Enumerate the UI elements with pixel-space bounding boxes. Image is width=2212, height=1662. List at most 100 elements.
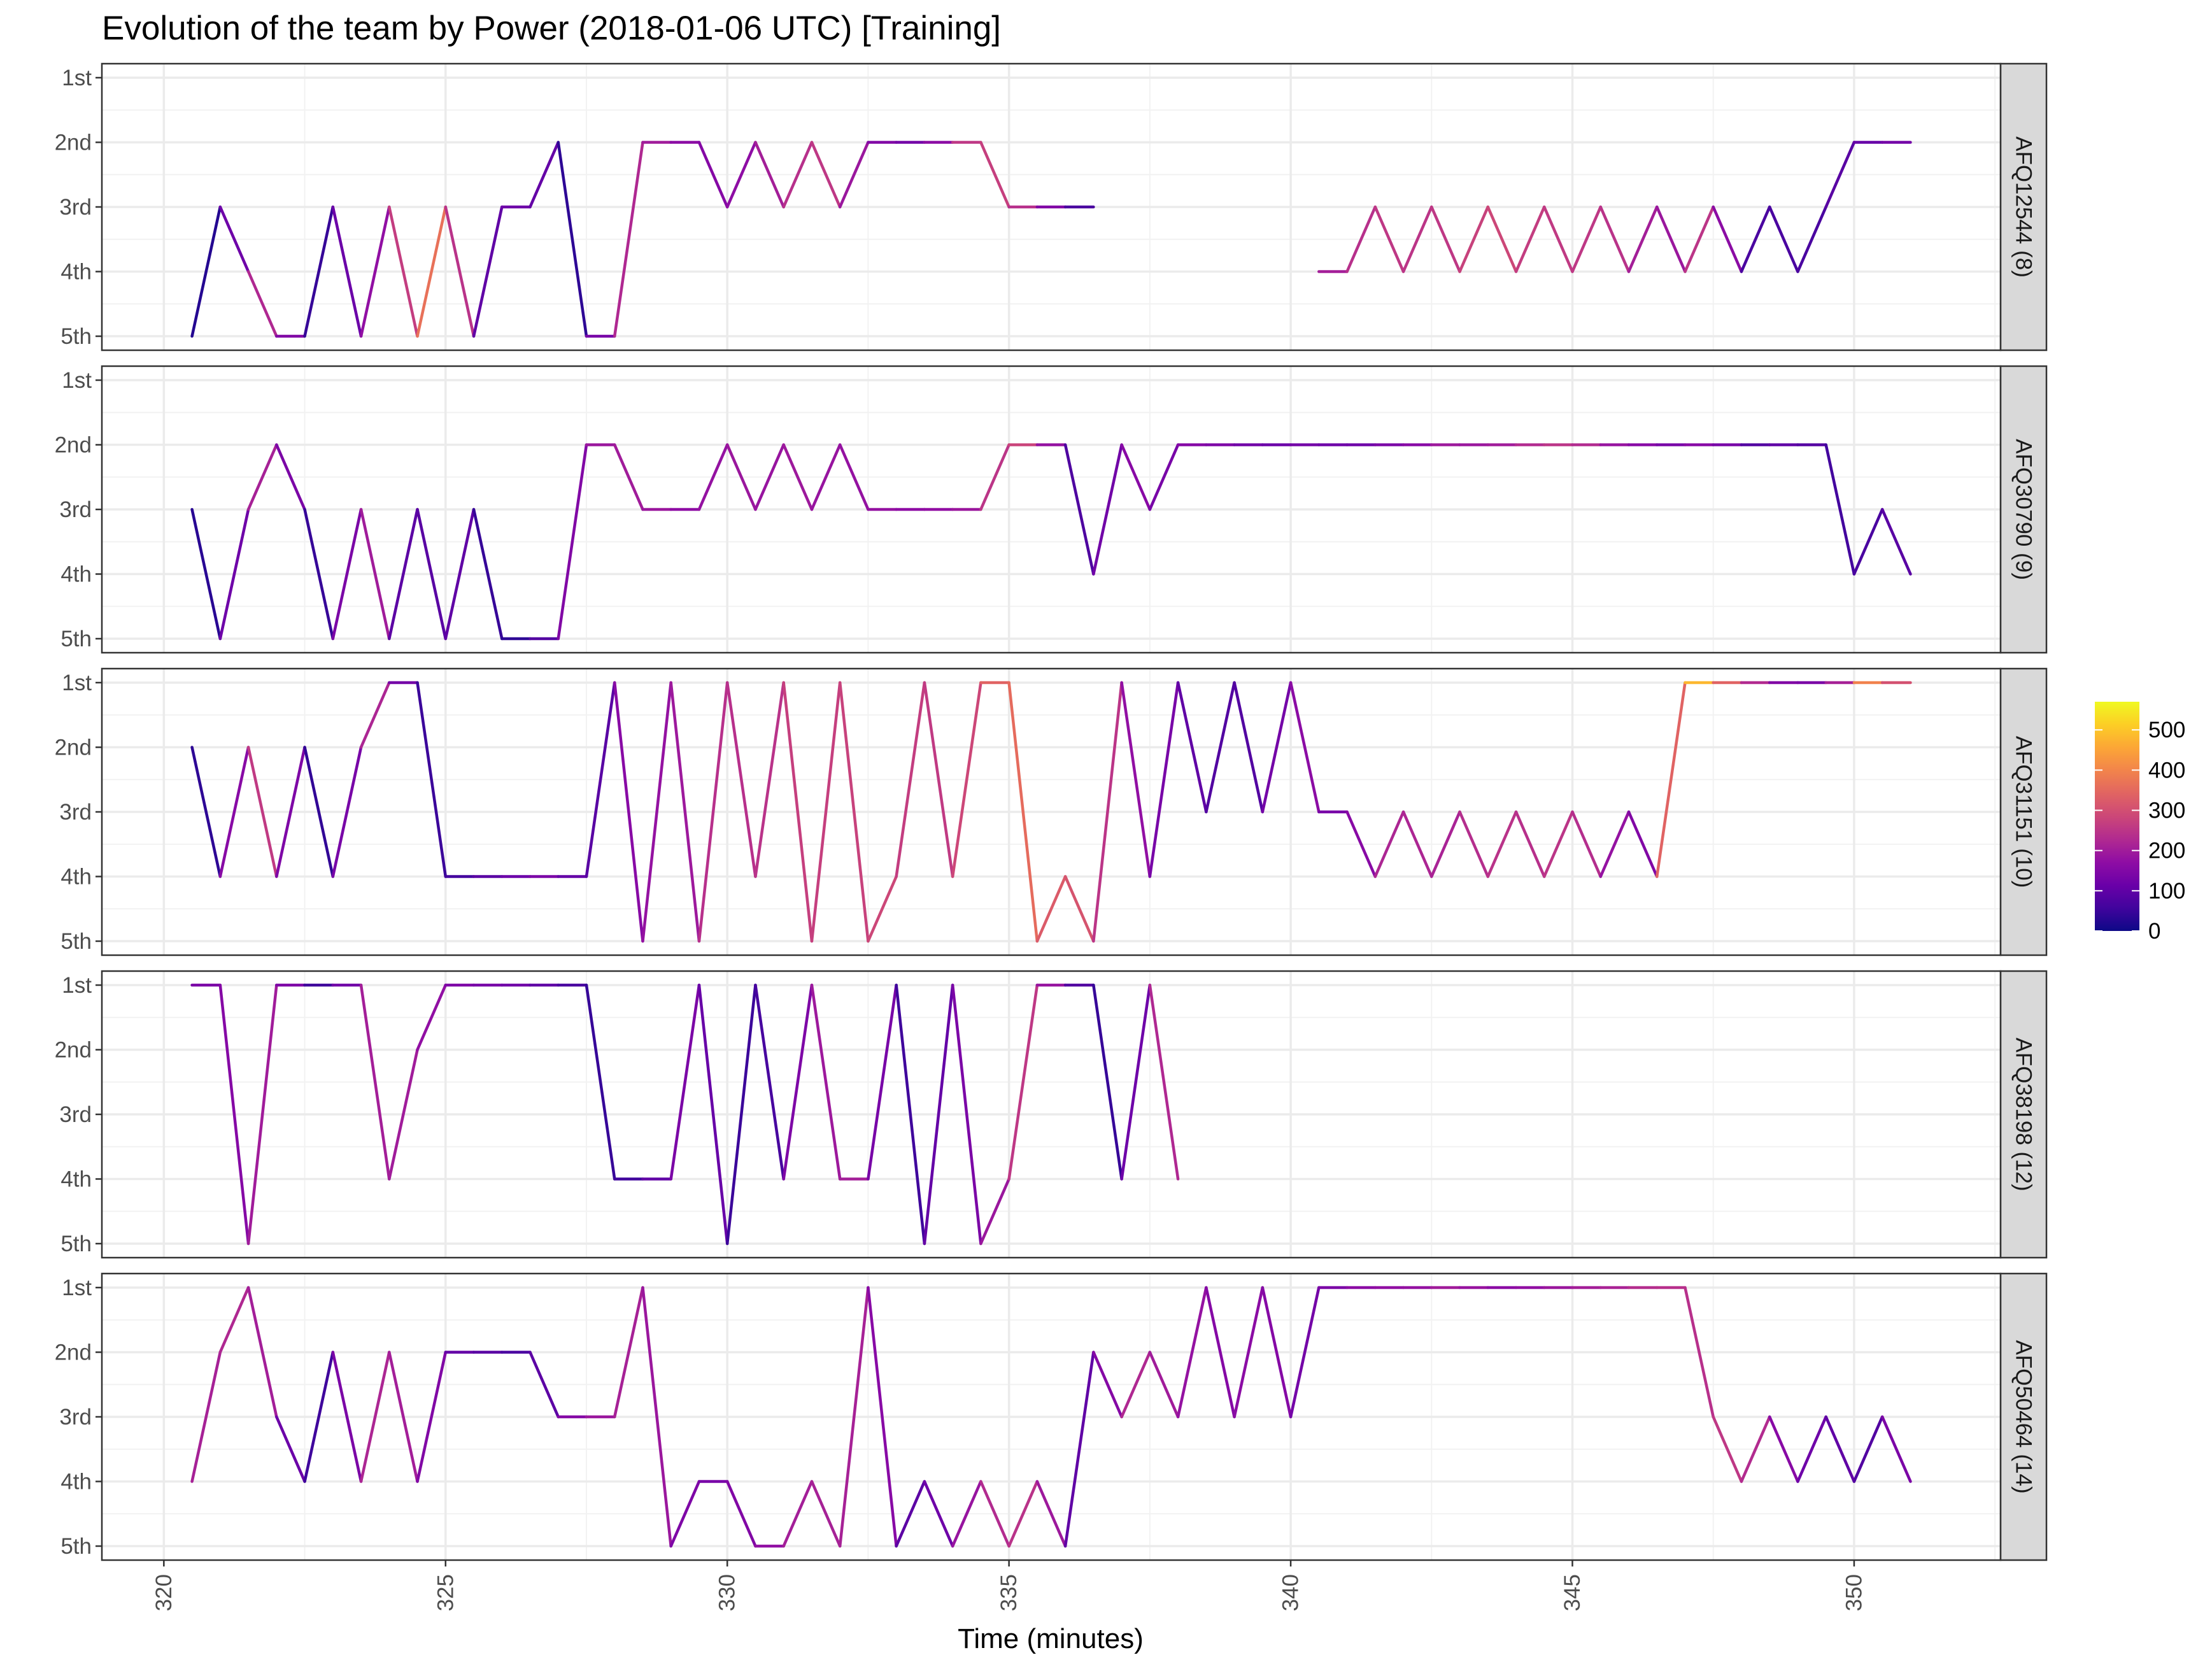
facet-panel: 1st 2nd 3rd 4th 5th AFQ30790 (9) bbox=[55, 365, 2048, 654]
line-segment bbox=[190, 1351, 222, 1483]
line-segment bbox=[895, 983, 926, 1246]
line-segment bbox=[416, 508, 448, 641]
line-segment bbox=[1092, 443, 1123, 576]
line-segment bbox=[416, 1351, 448, 1483]
line-segment bbox=[1712, 205, 1743, 273]
line-segment bbox=[416, 681, 448, 878]
line-segment bbox=[1796, 205, 1827, 273]
line-segment bbox=[782, 1480, 814, 1548]
line-segment bbox=[190, 205, 222, 338]
line-segment bbox=[1599, 810, 1631, 878]
line-segment bbox=[416, 983, 448, 1051]
line-segment bbox=[528, 1351, 560, 1419]
colorbar-label: 300 bbox=[2148, 799, 2185, 823]
y-tick-label: 5th bbox=[60, 324, 92, 349]
line-segment bbox=[275, 746, 306, 878]
line-segment bbox=[218, 746, 250, 878]
line-segment bbox=[190, 508, 222, 641]
line-segment bbox=[1373, 205, 1405, 273]
line-segment bbox=[1148, 983, 1180, 1181]
line-segment bbox=[754, 141, 785, 209]
line-segment bbox=[218, 1286, 250, 1354]
series-line bbox=[190, 141, 1095, 338]
line-segment bbox=[613, 1286, 644, 1419]
line-segment bbox=[782, 681, 814, 943]
line-segment bbox=[613, 443, 644, 511]
line-segment bbox=[246, 983, 278, 1246]
line-segment bbox=[1458, 810, 1490, 878]
line-segment bbox=[1092, 1351, 1123, 1419]
line-segment bbox=[838, 1286, 870, 1548]
line-segment bbox=[838, 681, 870, 943]
line-segment bbox=[979, 1177, 1010, 1246]
line-segment bbox=[725, 681, 757, 878]
line-segment bbox=[1176, 1286, 1208, 1419]
line-segment bbox=[838, 141, 870, 209]
line-segment bbox=[557, 443, 588, 641]
y-tick-label: 2nd bbox=[55, 1038, 92, 1063]
line-segment bbox=[1289, 681, 1321, 814]
line-segment bbox=[1824, 443, 1856, 576]
y-tick-label: 1st bbox=[62, 66, 92, 90]
x-tick-label: 340 bbox=[1279, 1574, 1303, 1611]
line-segment bbox=[1768, 1415, 1799, 1483]
line-segment bbox=[697, 443, 729, 511]
line-segment bbox=[472, 205, 504, 338]
line-segment bbox=[1712, 1415, 1743, 1483]
line-segment bbox=[359, 983, 391, 1181]
line-segment bbox=[1205, 681, 1236, 814]
line-segment bbox=[246, 1286, 278, 1419]
line-segment bbox=[1120, 681, 1152, 878]
line-segment bbox=[218, 205, 250, 273]
y-tick-label: 3rd bbox=[59, 1405, 92, 1430]
facet-panel: 1st 2nd 3rd 4th 5th AFQ31151 (10) bbox=[55, 667, 2048, 956]
y-tick-label: 3rd bbox=[59, 800, 92, 825]
line-segment bbox=[303, 508, 335, 641]
line-segment bbox=[725, 983, 757, 1246]
line-segment bbox=[359, 1351, 391, 1483]
facet-strip-label: AFQ38198 (12) bbox=[2011, 1037, 2036, 1191]
line-segment bbox=[1852, 508, 1884, 576]
line-segment bbox=[810, 681, 842, 943]
line-segment bbox=[1063, 875, 1095, 943]
x-tick-label: 320 bbox=[152, 1574, 176, 1611]
line-segment bbox=[1035, 1480, 1067, 1548]
y-tick-label: 1st bbox=[62, 973, 92, 998]
line-segment bbox=[1824, 141, 1856, 209]
line-segment bbox=[697, 141, 729, 209]
line-segment bbox=[1430, 205, 1461, 273]
line-segment bbox=[923, 983, 954, 1246]
line-segment bbox=[388, 1351, 419, 1483]
y-tick-label: 2nd bbox=[55, 433, 92, 458]
line-segment bbox=[1796, 1415, 1827, 1483]
line-segment bbox=[246, 746, 278, 878]
line-segment bbox=[331, 1351, 363, 1483]
line-segment bbox=[613, 141, 644, 338]
y-tick-label: 4th bbox=[60, 865, 92, 890]
facet-strip bbox=[1999, 970, 2048, 1259]
line-segment bbox=[669, 1480, 701, 1548]
line-segment bbox=[557, 141, 588, 338]
line-segment bbox=[528, 141, 560, 209]
line-segment bbox=[810, 141, 842, 209]
colorbar-label: 100 bbox=[2148, 879, 2185, 904]
line-segment bbox=[388, 1048, 419, 1181]
facet-strip-label: AFQ30790 (9) bbox=[2011, 439, 2036, 580]
line-segment bbox=[1148, 681, 1180, 878]
line-segment bbox=[585, 983, 616, 1181]
line-segment bbox=[1345, 810, 1377, 878]
line-segment bbox=[1458, 205, 1490, 273]
line-segment bbox=[951, 681, 982, 878]
line-segment bbox=[275, 443, 306, 511]
line-segment bbox=[585, 681, 616, 878]
line-segment bbox=[1261, 681, 1293, 814]
line-segment bbox=[1824, 1415, 1856, 1483]
line-segment bbox=[923, 1480, 954, 1548]
colorbar-label: 400 bbox=[2148, 758, 2185, 783]
line-segment bbox=[979, 141, 1010, 209]
line-segment bbox=[895, 681, 926, 878]
facet-strip-label: AFQ31151 (10) bbox=[2011, 736, 2036, 888]
y-tick-label: 3rd bbox=[59, 195, 92, 220]
line-segment bbox=[867, 983, 898, 1181]
line-segment bbox=[1007, 681, 1039, 943]
